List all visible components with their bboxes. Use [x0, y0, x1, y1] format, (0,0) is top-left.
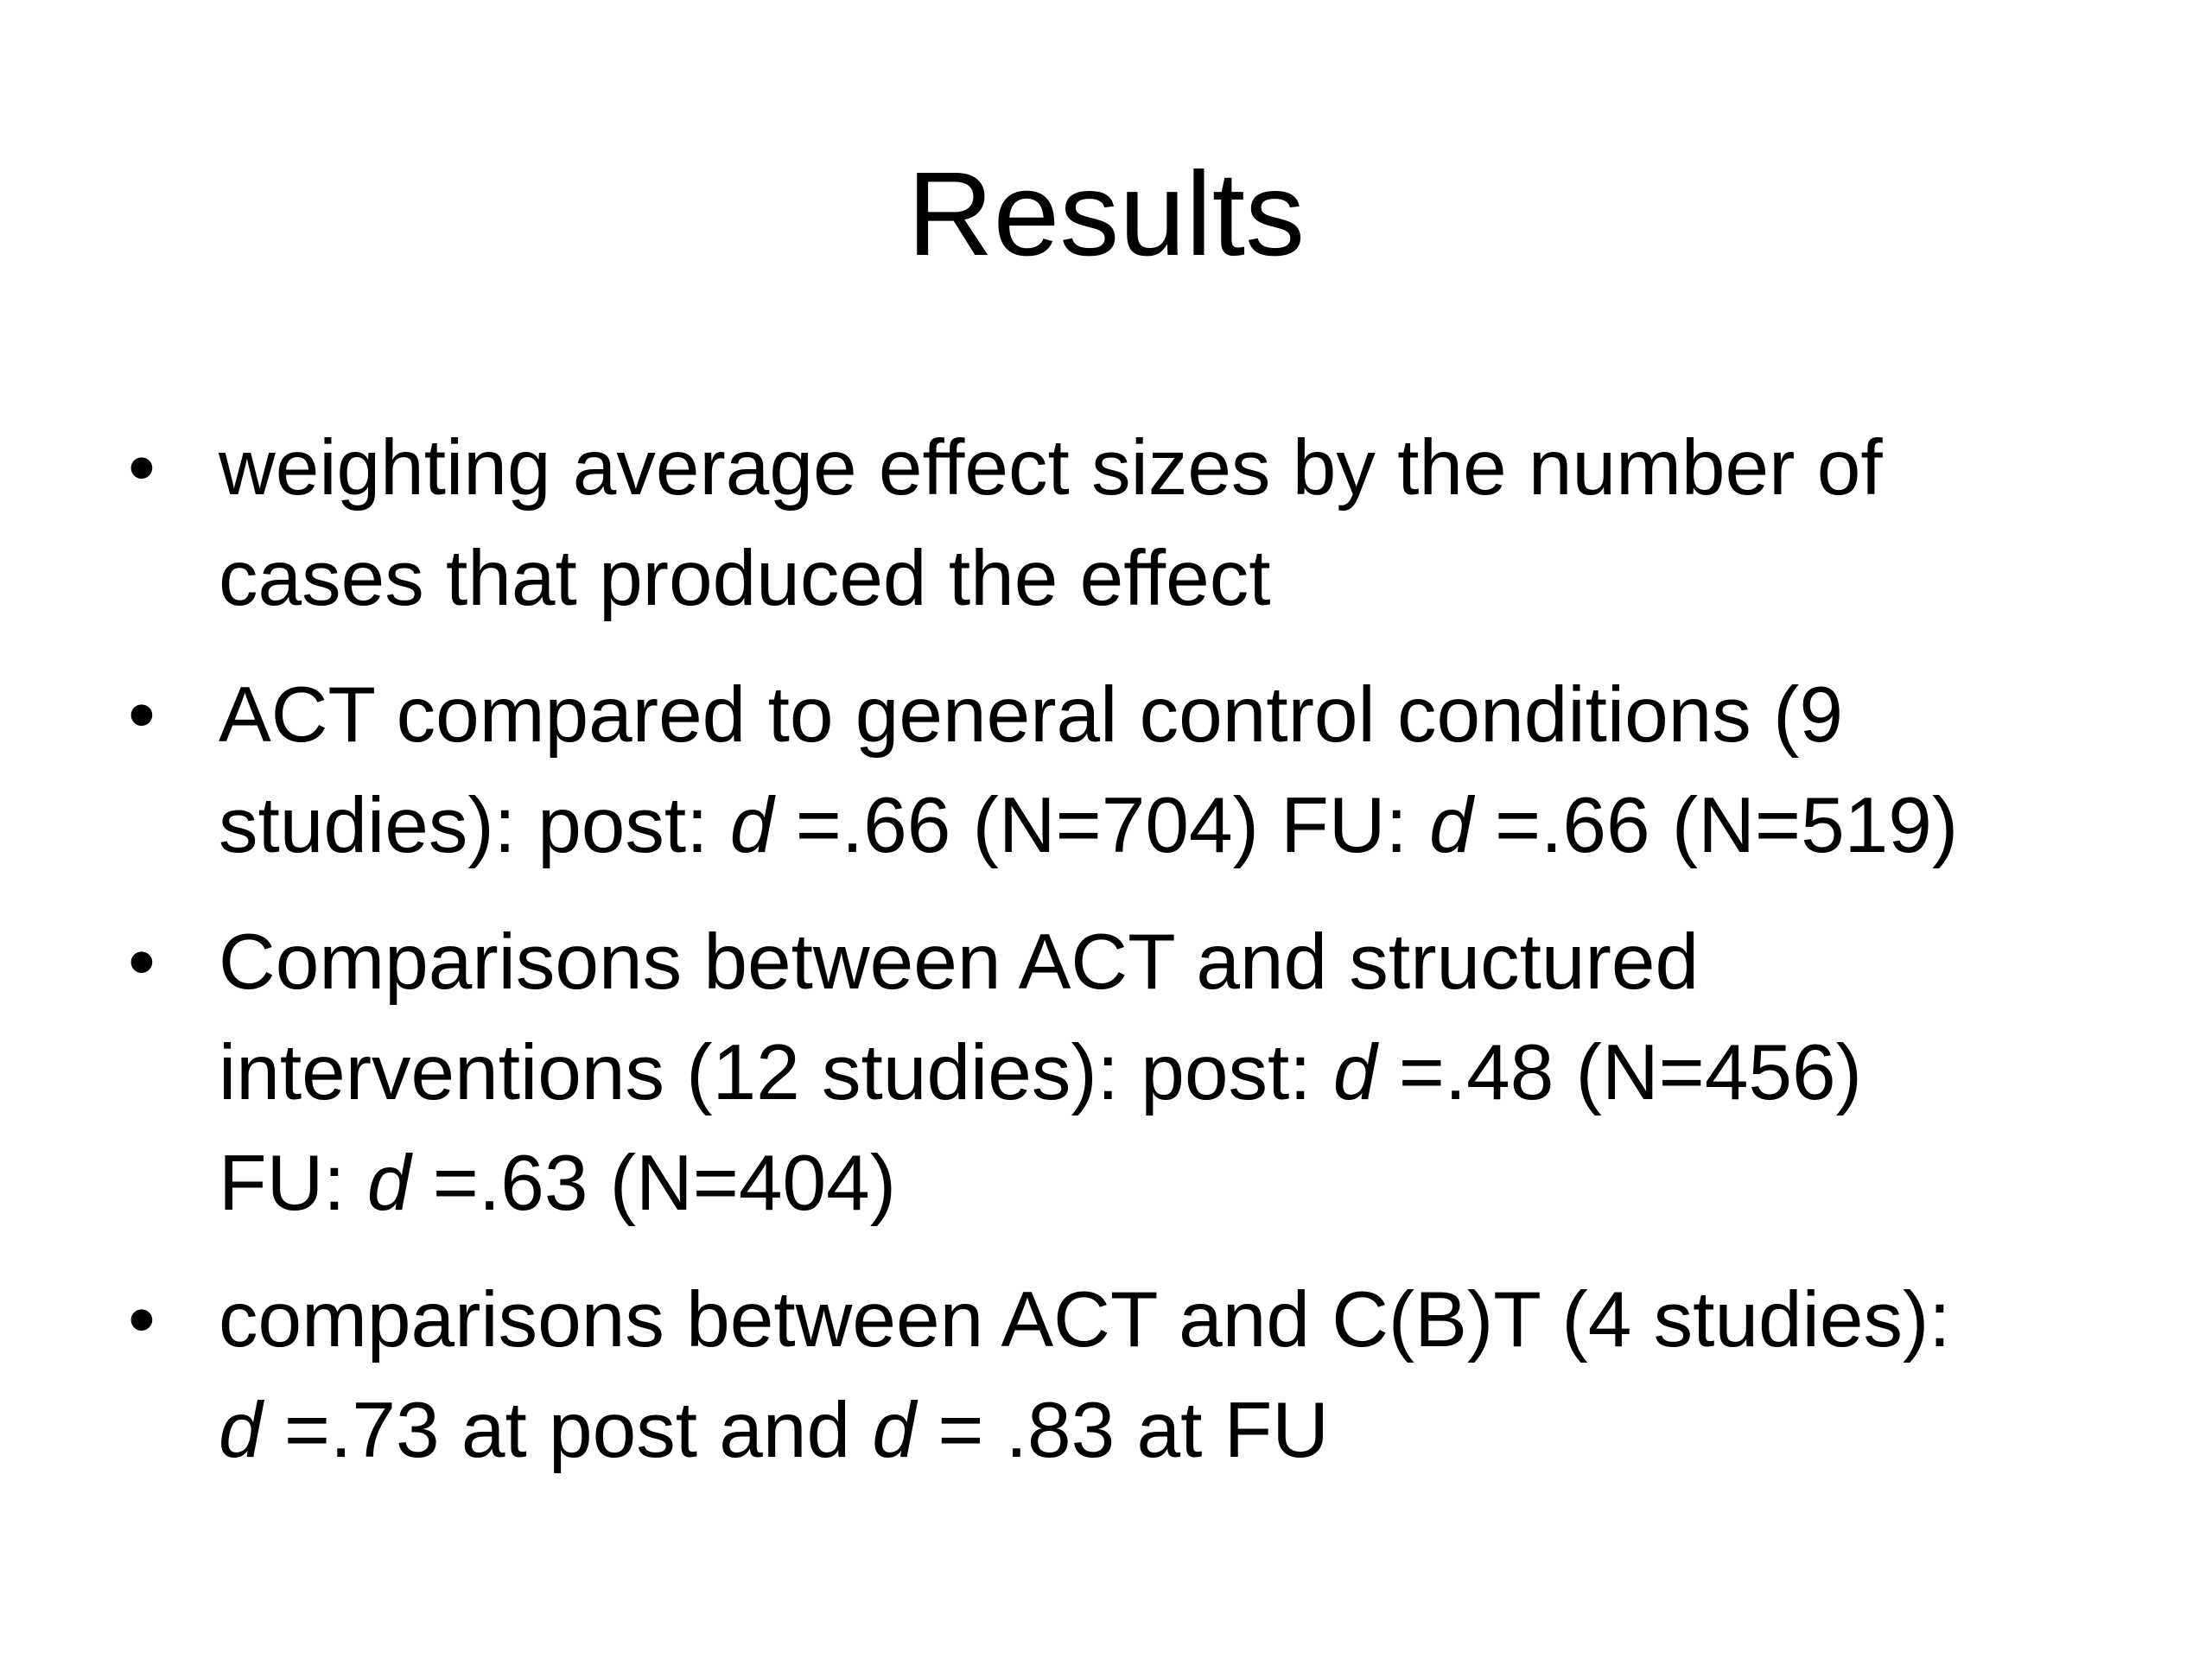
bullet-line: comparisons between ACT and C(B)T (4 stu… — [219, 1276, 1951, 1363]
bullet-line: cases that produced the effect — [219, 535, 1271, 622]
text-run: =.66 (N=704) FU: — [773, 782, 1430, 869]
bullet-item-general-control: • ACT compared to general control condit… — [0, 660, 2212, 881]
slide-title: Results — [906, 148, 1306, 281]
text-run: interventions (12 studies): post: — [219, 1029, 1333, 1116]
effect-size-symbol: d — [872, 1387, 917, 1474]
bullet-icon: • — [128, 671, 156, 759]
text-run: = .83 at FU — [916, 1387, 1330, 1474]
bullet-icon: • — [128, 918, 156, 1006]
bullet-line: studies): post: d =.66 (N=704) FU: d =.6… — [219, 771, 2143, 881]
bullet-line: interventions (12 studies): post: d =.48… — [219, 1018, 2143, 1128]
effect-size-symbol: d — [366, 1140, 411, 1227]
bullet-item-structured-interventions: • Comparisons between ACT and structured… — [0, 907, 2212, 1239]
bullet-icon: • — [128, 424, 156, 512]
bullet-line: d =.73 at post and d = .83 at FU — [219, 1376, 2143, 1486]
text-run: =.63 (N=404) — [410, 1140, 897, 1227]
bullet-list: • weighting average effect sizes by the … — [0, 413, 2212, 1512]
effect-size-symbol: d — [1332, 1029, 1377, 1116]
effect-size-symbol: d — [1429, 782, 1473, 869]
bullet-line: FU: d =.63 (N=404) — [219, 1128, 2143, 1239]
text-run: =.66 (N=519) — [1472, 782, 1959, 869]
bullet-line: weighting average effect sizes by the nu… — [219, 424, 1883, 512]
text-run: FU: — [219, 1140, 367, 1227]
bullet-item-cbt-comparison: • comparisons between ACT and C(B)T (4 s… — [0, 1265, 2212, 1486]
bullet-line: ACT compared to general control conditio… — [219, 671, 1843, 759]
bullet-item-weighting: • weighting average effect sizes by the … — [0, 413, 2212, 634]
text-run: studies): post: — [219, 782, 730, 869]
bullet-icon: • — [128, 1276, 156, 1363]
effect-size-symbol: d — [219, 1387, 263, 1474]
bullet-line: Comparisons between ACT and structured — [219, 918, 1700, 1006]
effect-size-symbol: d — [729, 782, 774, 869]
text-run: =.73 at post and — [262, 1387, 873, 1474]
text-run: =.48 (N=456) — [1376, 1029, 1862, 1116]
